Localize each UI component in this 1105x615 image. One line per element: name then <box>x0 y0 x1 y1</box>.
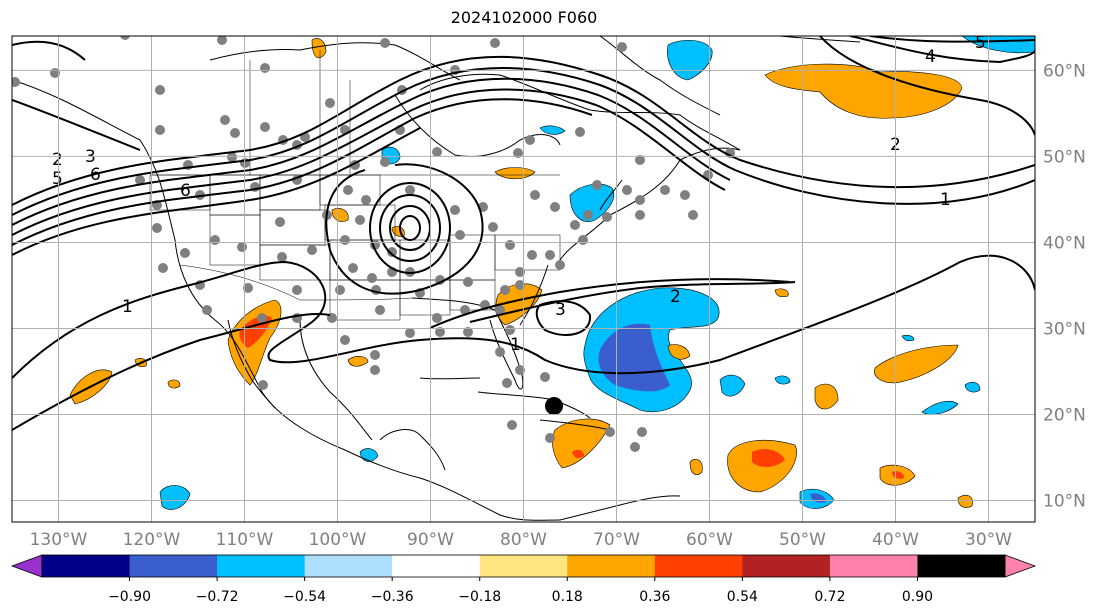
longitude-label: 30°W <box>965 530 1012 550</box>
colorbar-segment <box>567 555 656 577</box>
longitude-label: 50°W <box>779 530 826 550</box>
contour-label: 2 <box>670 287 681 307</box>
latitude-label: 50°N <box>1043 147 1086 167</box>
longitude-label: 80°W <box>500 530 547 550</box>
colorbar-tick-label: 0.90 <box>902 589 933 605</box>
longitude-label: 60°W <box>686 530 733 550</box>
longitude-label: 110°W <box>216 530 274 550</box>
contour-label: 2 <box>52 150 63 170</box>
latitude-label: 20°N <box>1043 405 1086 425</box>
longitude-label: 70°W <box>593 530 640 550</box>
contour-label: 6 <box>180 181 191 201</box>
contour-label: 3 <box>555 300 566 320</box>
latitude-label: 30°N <box>1043 319 1086 339</box>
colorbar-extend-low <box>10 554 43 578</box>
gridlines <box>12 36 1035 522</box>
contour-label: 5 <box>52 169 63 189</box>
colorbar-tick-label: −0.36 <box>371 589 414 605</box>
colorbar-tick-label: 0.36 <box>639 589 670 605</box>
colorbar-segment <box>654 555 743 577</box>
map-frame <box>11 35 1036 523</box>
latitude-label: 10°N <box>1043 491 1086 511</box>
colorbar-segment <box>129 555 218 577</box>
contour-label: 3 <box>85 147 96 167</box>
contour-lines <box>12 36 1035 431</box>
colorbar-frame <box>41 554 1006 578</box>
map-title: 2024102000 F060 <box>450 8 598 27</box>
contour-label: 1 <box>122 297 133 317</box>
contour-label: 1 <box>940 190 951 210</box>
colorbar-segment <box>479 555 568 577</box>
colorbar-tick-label: −0.18 <box>458 589 501 605</box>
colorbar-tick-label: −0.54 <box>283 589 326 605</box>
storm-center-marker <box>545 397 563 415</box>
colorbar: −0.90 −0.72 −0.54 −0.36 −0.18 0.18 0.36 0.54 0.7… <box>10 554 1037 605</box>
colorbar-tick-label: 0.72 <box>814 589 845 605</box>
contour-label-group: 1 1 1 2 2 2 3 3 4 5 5 6 6 <box>52 33 986 355</box>
colorbar-tick-label: 0.18 <box>552 589 583 605</box>
positive-anomaly-north-atlantic <box>764 63 963 119</box>
colorbar-segment <box>742 555 831 577</box>
contour-label: 6 <box>90 165 101 185</box>
axis-labels: 130°W 120°W 110°W 100°W 90°W 80°W 70°W 60°W 50°W… <box>30 61 1086 550</box>
contour-label: 5 <box>975 33 986 53</box>
longitude-label: 90°W <box>407 530 454 550</box>
colorbar-extend-high <box>1004 554 1037 578</box>
colorbar-tick-label: −0.90 <box>108 589 151 605</box>
contour-label: 1 <box>510 335 521 355</box>
longitude-label: 130°W <box>30 530 88 550</box>
latitude-label: 60°N <box>1043 61 1086 81</box>
colorbar-segment <box>217 555 306 577</box>
colorbar-tick-label: −0.72 <box>196 589 239 605</box>
latitude-label: 40°N <box>1043 233 1086 253</box>
colorbar-segment <box>42 555 131 577</box>
longitude-label: 40°W <box>872 530 919 550</box>
colorbar-segment <box>304 555 393 577</box>
colorbar-segment <box>917 555 1006 577</box>
longitude-label: 120°W <box>123 530 181 550</box>
colorbar-tick-label: 0.54 <box>727 589 758 605</box>
colorbar-segment <box>392 555 481 577</box>
colorbar-segment <box>829 555 918 577</box>
contour-label: 4 <box>925 47 936 67</box>
longitude-label: 100°W <box>309 530 367 550</box>
